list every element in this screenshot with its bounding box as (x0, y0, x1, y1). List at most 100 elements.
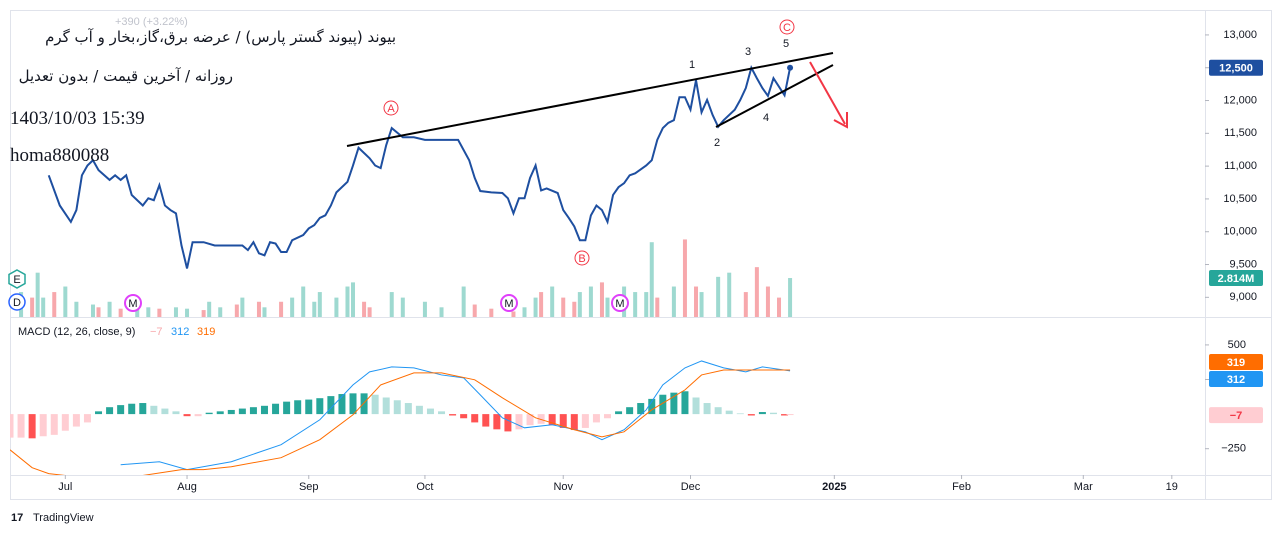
volume-bar (682, 239, 687, 317)
volume-bar (400, 297, 405, 317)
volume-bar (279, 301, 284, 317)
volume-bar (727, 272, 732, 317)
histogram-bar (371, 394, 379, 415)
wave-label: 5 (783, 38, 789, 50)
histogram-bar (758, 412, 766, 415)
y-tick-label: 500 (1228, 339, 1246, 351)
volume-bar (218, 307, 223, 317)
histogram-bar (194, 414, 202, 417)
volume-bar (312, 301, 317, 317)
y-tick-label: 9,500 (1229, 258, 1257, 270)
volume-bar (30, 297, 35, 317)
wave-label: 1 (689, 59, 695, 71)
event-label: D (13, 297, 21, 309)
histogram-bar (205, 412, 213, 415)
histogram-bar (604, 414, 611, 419)
histogram-bar (393, 400, 401, 415)
histogram-tag-bg (1209, 407, 1263, 424)
volume-bar (572, 301, 577, 317)
x-tick-label: Jul (58, 481, 72, 493)
arrow (809, 61, 846, 125)
histogram-bar (515, 414, 523, 430)
histogram-bar (17, 414, 25, 438)
histogram-bar (504, 414, 512, 432)
volume-bar (649, 242, 654, 317)
x-tick-label: Dec (681, 481, 701, 493)
histogram-bar (305, 399, 313, 415)
histogram-bar (128, 403, 136, 415)
signal-tag-bg (1209, 353, 1263, 370)
volume-bar (472, 304, 477, 317)
histogram-bar (786, 414, 794, 416)
x-tick-label: Sep (299, 481, 319, 493)
event-marker (8, 269, 26, 289)
x-tick-label: 19 (1166, 481, 1178, 493)
histogram-bar (570, 414, 578, 431)
histogram-bar (537, 414, 545, 424)
last-volume-tag: 2.814M (1218, 273, 1255, 285)
wave-circle (383, 100, 399, 116)
histogram-bar (681, 391, 689, 415)
frame (10, 10, 1272, 500)
y-tick-label: 12,000 (1223, 94, 1257, 106)
volume-bar (207, 301, 212, 317)
volume-bar (699, 292, 704, 317)
last-point (787, 64, 794, 71)
brand: TradingView (33, 512, 94, 524)
wave-label: 4 (763, 112, 769, 124)
event-label: M (504, 298, 513, 310)
wave-circle (574, 250, 590, 266)
volume-bar (716, 276, 721, 317)
event-marker (611, 294, 629, 312)
histogram-bar (260, 405, 268, 415)
trend-line (715, 64, 834, 128)
histogram-bar (28, 414, 36, 439)
histogram-bar (72, 414, 80, 427)
volume-bar (439, 307, 444, 317)
histogram-bar (548, 414, 556, 426)
volume-bar (301, 286, 306, 317)
wave-label: B (578, 253, 585, 265)
histogram-bar (61, 414, 69, 431)
volume-bar (588, 286, 593, 317)
histogram-bar (382, 397, 390, 415)
x-tick-label: Oct (416, 481, 433, 493)
plot-layer: 9,000 9,500 10,000 10,500 11,000 11,500 12,000… (10, 19, 1263, 493)
x-tick-label: Mar (1074, 481, 1093, 493)
volume-bar (334, 297, 339, 317)
volume-bar (35, 272, 40, 317)
volume-bar (345, 286, 350, 317)
histogram-bar (39, 414, 47, 437)
histogram-bar (637, 403, 645, 415)
histogram-bar (349, 393, 357, 415)
volume-bar (577, 292, 582, 317)
histogram-bar (714, 407, 722, 415)
histogram-bar (460, 414, 468, 419)
histogram-bar (703, 403, 711, 415)
event-label: M (615, 298, 624, 310)
brand-logo: 17 (11, 512, 23, 524)
histogram-bar (648, 398, 656, 415)
signal-line (10, 369, 791, 475)
histogram-bar (150, 405, 158, 415)
histogram-bar (360, 393, 368, 415)
volume-bar (754, 267, 759, 317)
y-tick-label: 11,500 (1224, 127, 1257, 139)
volume-bar (561, 297, 566, 317)
volume-bar (765, 286, 770, 317)
histogram-bar (95, 411, 103, 415)
volume-bar (90, 304, 95, 317)
volume-bar (240, 297, 245, 317)
histogram-bar (581, 414, 589, 428)
event-marker (8, 293, 26, 311)
volume-bar (533, 297, 538, 317)
volume-bar (655, 297, 660, 317)
volume-bar (671, 286, 676, 317)
volume-bar (157, 308, 162, 317)
histogram-bar (216, 411, 224, 415)
volume-bar (52, 292, 57, 317)
volume-bar (489, 308, 494, 317)
histogram-bar (426, 408, 434, 415)
